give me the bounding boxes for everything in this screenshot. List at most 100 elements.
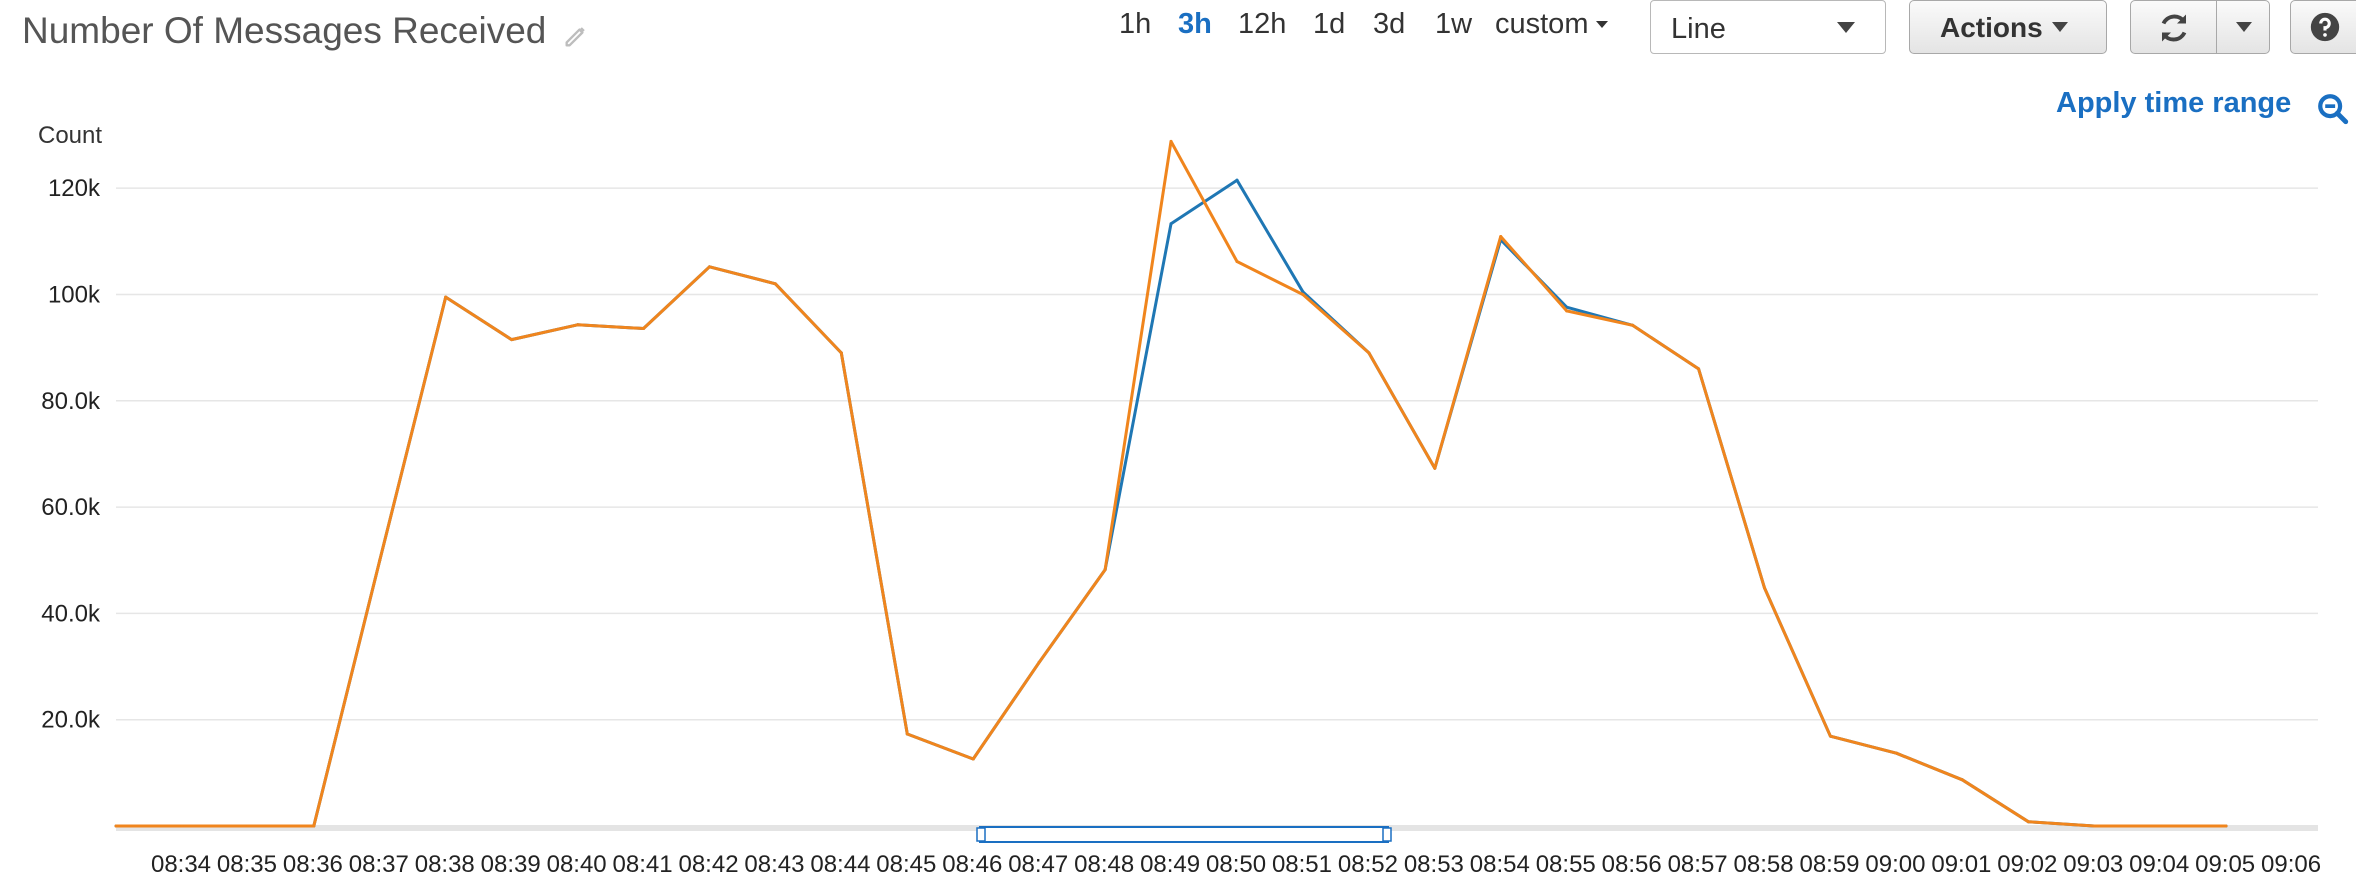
data-point <box>1565 309 1569 313</box>
data-point <box>444 295 448 299</box>
range-1d[interactable]: 1d <box>1313 8 1346 40</box>
actions-label: Actions <box>1940 12 2043 43</box>
data-point <box>1301 292 1305 296</box>
x-tick-label: 09:01 <box>1931 851 1991 878</box>
x-tick-label: 08:45 <box>876 851 936 878</box>
x-tick-label: 08:55 <box>1536 851 1596 878</box>
apply-time-range-link[interactable]: Apply time range <box>2056 87 2292 119</box>
x-tick-label: 08:50 <box>1206 851 1266 878</box>
x-tick-label: 09:04 <box>2129 851 2189 878</box>
y-tick-label: 60.0k <box>41 494 101 521</box>
refresh-button[interactable] <box>2130 0 2218 54</box>
x-tick-label: 08:59 <box>1799 851 1859 878</box>
data-point <box>246 824 250 828</box>
x-tick-label: 08:41 <box>613 851 673 878</box>
data-point <box>1499 235 1503 239</box>
x-tick-label: 08:36 <box>283 851 343 878</box>
y-tick-labels: 20.0k 40.0k 60.0k 80.0k 100k 120k <box>41 175 101 734</box>
data-point <box>1367 351 1371 355</box>
x-tick-label: 08:42 <box>678 851 738 878</box>
range-custom-label: custom <box>1495 8 1589 40</box>
help-icon <box>2310 12 2340 42</box>
data-point <box>576 323 580 327</box>
y-tick-label: 80.0k <box>41 388 101 415</box>
x-tick-label: 08:39 <box>481 851 541 878</box>
x-tick-label: 08:37 <box>349 851 409 878</box>
data-point <box>1763 586 1766 590</box>
x-tick-label: 08:52 <box>1338 851 1398 878</box>
caret-down-icon <box>2236 22 2252 32</box>
chart-type-value: Line <box>1671 13 1726 45</box>
data-point <box>773 282 777 286</box>
grid-lines <box>116 187 2318 831</box>
x-tick-label: 08:48 <box>1074 851 1134 878</box>
caret-down-icon <box>1596 21 1609 29</box>
data-point <box>510 338 514 342</box>
caret-down-icon <box>1837 22 1855 33</box>
data-point <box>707 265 711 269</box>
data-point <box>1235 178 1239 182</box>
data-point <box>2158 824 2162 828</box>
refresh-options-button[interactable] <box>2216 0 2270 54</box>
data-point <box>971 757 975 761</box>
data-point <box>312 824 316 828</box>
y-tick-label: 120k <box>48 175 101 202</box>
data-point <box>1960 778 1964 782</box>
x-tick-label: 08:35 <box>217 851 277 878</box>
range-3d[interactable]: 3d <box>1373 8 1406 40</box>
x-tick-labels: 08:34 08:35 08:36 08:37 08:38 08:39 08:40 08:41… <box>151 851 2321 878</box>
x-tick-label: 08:43 <box>744 851 804 878</box>
zoom-out-icon[interactable] <box>2316 92 2350 126</box>
series-lines <box>114 139 2228 828</box>
x-tick-label: 08:57 <box>1668 851 1728 878</box>
data-point <box>642 326 646 330</box>
x-tick-label: 08:58 <box>1734 851 1794 878</box>
widget-title: Number Of Messages Received <box>22 10 547 51</box>
range-1h[interactable]: 1h <box>1119 8 1152 40</box>
x-tick-label: 08:54 <box>1470 851 1530 878</box>
x-tick-label: 09:00 <box>1865 851 1925 878</box>
y-tick-label: 20.0k <box>41 707 101 734</box>
x-tick-label: 08:49 <box>1140 851 1200 878</box>
chart-type-select[interactable]: Line <box>1650 0 1886 54</box>
x-tick-label: 09:02 <box>1997 851 2057 878</box>
pencil-icon[interactable] <box>562 22 590 50</box>
range-1w[interactable]: 1w <box>1435 8 1473 40</box>
caret-down-icon <box>2052 22 2068 32</box>
y-axis-label: Count <box>38 122 103 149</box>
series-line-0 <box>116 178 2227 828</box>
x-tick-label: 09:05 <box>2195 851 2255 878</box>
x-tick-label: 08:34 <box>151 851 211 878</box>
x-tick-label: 08:47 <box>1008 851 1068 878</box>
x-tick-label: 08:56 <box>1602 851 1662 878</box>
series-line-1 <box>116 139 2227 828</box>
data-point <box>1103 568 1107 572</box>
x-tick-label: 09:06 <box>2261 851 2321 878</box>
time-brush[interactable] <box>976 826 1392 843</box>
x-tick-label: 08:38 <box>415 851 475 878</box>
data-point <box>1433 466 1437 470</box>
actions-button[interactable]: Actions <box>1909 0 2107 54</box>
data-point <box>2224 824 2228 828</box>
x-tick-label: 08:51 <box>1272 851 1332 878</box>
x-tick-label: 08:46 <box>942 851 1002 878</box>
range-3h[interactable]: 3h <box>1178 8 1212 40</box>
refresh-icon <box>2161 14 2187 42</box>
data-point <box>1631 323 1635 327</box>
data-point <box>1697 367 1701 371</box>
x-tick-label: 08:40 <box>547 851 607 878</box>
data-point <box>1828 734 1832 738</box>
x-tick-label: 08:44 <box>810 851 870 878</box>
data-point <box>180 824 184 828</box>
data-point <box>378 558 382 562</box>
y-tick-label: 100k <box>48 281 101 308</box>
brush-handle-right <box>1382 827 1392 842</box>
range-12h[interactable]: 12h <box>1238 8 1287 40</box>
data-point <box>1169 222 1173 226</box>
help-button[interactable] <box>2290 0 2356 54</box>
data-point <box>2092 824 2096 828</box>
y-tick-label: 40.0k <box>41 600 101 627</box>
range-custom[interactable]: custom <box>1495 8 1609 41</box>
